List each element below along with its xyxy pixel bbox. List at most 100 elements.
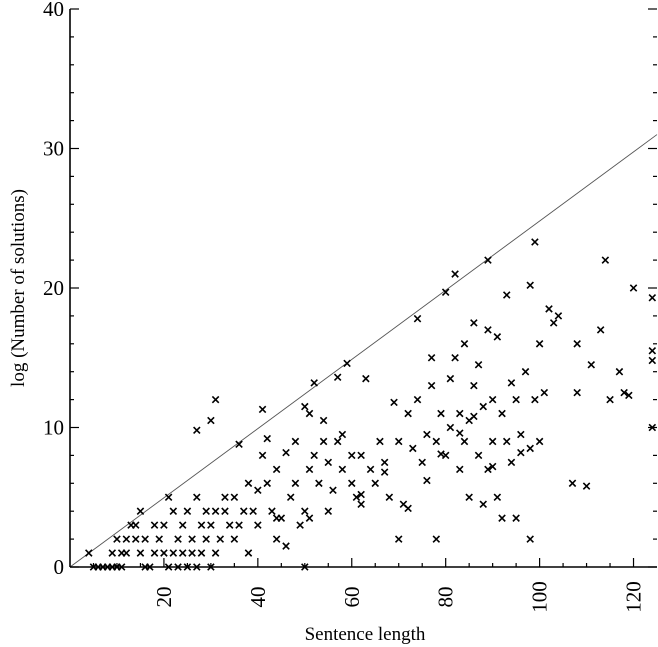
data-point	[296, 521, 304, 529]
data-point	[582, 482, 591, 490]
data-point	[85, 549, 93, 557]
data-point	[385, 493, 394, 502]
data-point	[540, 388, 549, 397]
reference-line-group	[69, 134, 658, 568]
data-point	[493, 333, 502, 341]
data-point	[160, 521, 168, 529]
data-point	[427, 353, 436, 362]
data-point	[376, 437, 384, 446]
data-point	[357, 451, 365, 460]
data-point	[456, 429, 464, 437]
data-point	[394, 535, 403, 543]
data-point	[305, 409, 314, 418]
data-point	[282, 448, 290, 457]
data-point	[554, 312, 563, 320]
data-point	[310, 451, 318, 460]
data-point	[629, 284, 638, 292]
data-point	[230, 535, 239, 543]
data-point	[479, 402, 488, 411]
data-point	[221, 507, 229, 515]
data-point	[207, 521, 215, 529]
data-point	[305, 514, 314, 522]
data-point	[244, 549, 253, 557]
data-point	[211, 549, 220, 557]
data-points	[85, 238, 657, 571]
data-point	[465, 493, 473, 502]
data-point	[441, 288, 450, 296]
data-point	[545, 305, 553, 313]
data-point	[150, 521, 159, 529]
data-point	[620, 388, 628, 397]
data-point	[324, 458, 333, 467]
data-point	[235, 521, 243, 529]
data-point	[451, 353, 459, 362]
x-tick-label: 20	[152, 587, 176, 608]
data-point	[357, 500, 365, 508]
data-point	[174, 535, 182, 543]
data-point	[488, 437, 497, 446]
data-point	[136, 549, 145, 557]
data-point	[160, 549, 168, 557]
data-point	[216, 535, 225, 543]
data-point	[418, 458, 426, 467]
data-point	[470, 412, 478, 421]
data-point	[197, 549, 206, 557]
data-point	[596, 326, 605, 334]
data-point	[347, 451, 356, 460]
data-point	[587, 360, 596, 369]
data-point	[484, 256, 492, 264]
x-tick-label: 40	[246, 587, 270, 608]
data-point	[155, 535, 163, 543]
data-point	[423, 476, 431, 485]
data-point	[573, 340, 581, 348]
data-point	[535, 437, 544, 446]
data-point	[282, 542, 290, 550]
data-point	[183, 507, 192, 515]
data-point	[258, 451, 267, 460]
data-point	[437, 450, 445, 458]
data-point	[263, 479, 271, 488]
data-point	[338, 430, 347, 439]
data-point	[272, 535, 281, 543]
data-point	[413, 395, 422, 404]
data-point	[291, 479, 300, 488]
data-point	[380, 458, 389, 467]
data-point	[488, 395, 497, 404]
data-point	[230, 493, 239, 502]
data-point	[512, 395, 520, 404]
data-point	[409, 444, 417, 453]
data-point	[502, 291, 511, 299]
data-point	[535, 340, 544, 348]
data-point	[498, 409, 506, 418]
data-point	[507, 458, 516, 467]
data-point	[601, 256, 610, 264]
data-point	[244, 479, 253, 488]
data-point	[526, 281, 534, 289]
data-point	[113, 535, 121, 543]
data-point	[301, 402, 309, 411]
data-point	[193, 426, 201, 435]
data-point	[531, 395, 539, 404]
data-point	[352, 493, 361, 502]
data-point	[460, 437, 469, 446]
data-point	[310, 379, 318, 387]
y-axis-title: log (Number of solutions)	[8, 189, 29, 387]
data-point	[315, 479, 323, 488]
data-point	[460, 340, 469, 348]
data-point	[432, 535, 441, 543]
data-point	[404, 409, 412, 418]
data-point	[479, 500, 488, 508]
y-tick-label: 10	[43, 416, 64, 440]
data-point	[615, 367, 624, 376]
data-point	[169, 549, 178, 557]
data-point	[319, 437, 328, 446]
data-point	[568, 479, 577, 488]
data-point	[202, 507, 210, 515]
data-point	[390, 398, 398, 407]
data-point	[188, 535, 196, 543]
data-point	[268, 507, 276, 515]
data-point	[502, 437, 511, 446]
data-point	[427, 381, 436, 390]
x-tick-label: 80	[434, 587, 458, 608]
data-point	[164, 493, 173, 502]
